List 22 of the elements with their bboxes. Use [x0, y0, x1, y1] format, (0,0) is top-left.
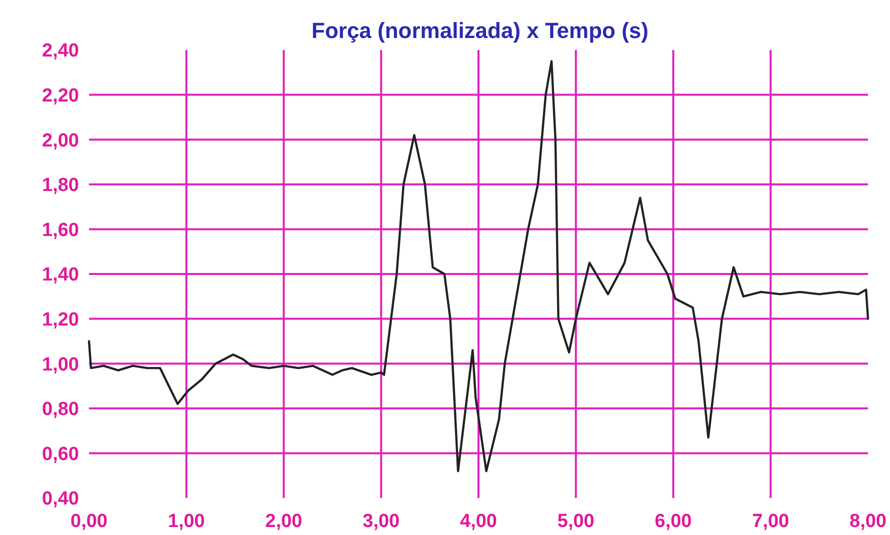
- y-tick-label: 0,40: [42, 488, 79, 510]
- y-tick-label: 1,80: [42, 175, 79, 196]
- x-tick-label: 0,00: [70, 511, 108, 532]
- x-tick-label: 4,00: [460, 511, 497, 532]
- x-tick-label: 6,00: [654, 511, 692, 532]
- x-tick-label: 5,00: [557, 511, 594, 532]
- y-tick-label: 1,60: [42, 220, 79, 241]
- y-tick-label: 0,80: [42, 399, 79, 420]
- y-tick-label: 1,20: [42, 309, 79, 330]
- x-tick-label: 3,00: [362, 511, 400, 532]
- x-tick-label: 1,00: [168, 511, 205, 532]
- y-tick-label: 2,00: [42, 130, 79, 152]
- x-tick-label: 7,00: [752, 511, 790, 532]
- y-tick-label: 1,40: [42, 264, 79, 286]
- y-tick-label: 0,60: [42, 444, 79, 465]
- y-tick-label: 2,20: [42, 85, 79, 106]
- chart-title: Força (normalizada) x Tempo (s): [312, 18, 648, 43]
- y-tick-label: 1,00: [42, 354, 79, 376]
- x-tick-label: 2,00: [265, 511, 302, 532]
- line-series: [88, 60, 870, 472]
- x-tick-label: 8,00: [850, 511, 886, 532]
- y-tick-label: 2,40: [42, 40, 79, 62]
